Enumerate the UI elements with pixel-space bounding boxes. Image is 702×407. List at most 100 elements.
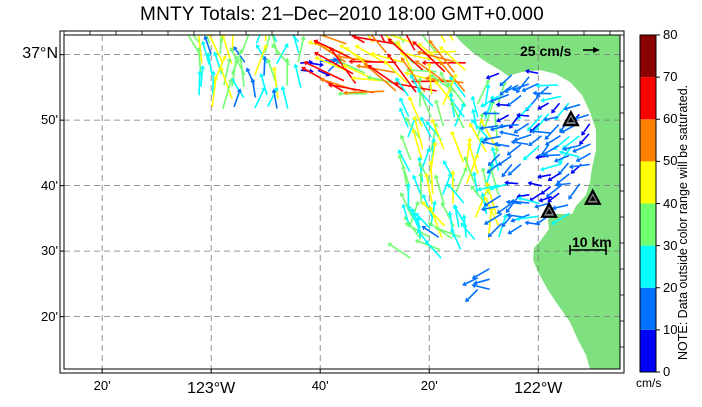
current-vector (409, 99, 423, 128)
current-vector-head (540, 190, 546, 195)
current-vector (483, 124, 499, 129)
current-vector (451, 134, 465, 163)
current-vector-head (417, 229, 422, 234)
current-vector (473, 175, 479, 196)
current-vector-head (265, 8, 270, 12)
colorbar-tick-label: 20 (663, 279, 678, 295)
current-vector (486, 185, 498, 215)
current-vector-head (466, 137, 473, 142)
current-vector (442, 175, 451, 195)
current-vector-head (259, 72, 265, 78)
current-vector-head (474, 153, 479, 158)
current-vector (528, 222, 541, 226)
current-vector (252, 81, 257, 98)
current-vector (557, 154, 570, 161)
current-vector (547, 135, 561, 144)
current-vector (370, 35, 387, 54)
current-vector-head (416, 50, 422, 56)
current-vector (466, 156, 478, 184)
current-vector (403, 52, 434, 61)
current-vector-head (405, 182, 412, 187)
current-vector-head (435, 11, 439, 16)
current-vector-head (319, 77, 325, 83)
colorbar-tick-label: 70 (663, 69, 678, 85)
current-vector (366, 64, 397, 92)
current-vector-head (467, 141, 473, 147)
current-vector-head (198, 13, 203, 18)
current-vector-head (266, 58, 272, 64)
current-vector-head (505, 199, 511, 205)
current-vector (400, 100, 410, 117)
colorbar-tick-label: 40 (663, 195, 678, 211)
current-vector (428, 65, 433, 95)
current-vector (441, 48, 466, 71)
current-vector (292, 35, 300, 54)
current-vector-head (182, 26, 186, 31)
current-vector-head (568, 164, 574, 170)
current-vector (578, 152, 592, 161)
current-vector-head (337, 91, 342, 97)
current-vector (340, 61, 366, 74)
current-vector-head (396, 40, 401, 45)
current-vector-head (238, 49, 243, 54)
current-vector-head (462, 281, 467, 287)
current-vector-head (428, 39, 434, 45)
current-vector (401, 137, 412, 161)
current-vector-head (418, 162, 423, 167)
current-vector-head (551, 220, 557, 225)
current-vector-head (486, 168, 492, 174)
current-vector (370, 66, 406, 93)
current-vector (462, 225, 476, 240)
current-vector-head (510, 139, 515, 145)
current-vector-head (424, 172, 430, 178)
current-vector-head (412, 115, 418, 121)
current-vector-head (535, 154, 540, 160)
current-vector (191, 35, 200, 44)
colorbar-tick-label: 60 (663, 111, 678, 127)
current-vector-head (262, 44, 268, 49)
current-vector-head (210, 70, 216, 75)
current-vector-head (547, 176, 553, 182)
station-marker-core (567, 117, 574, 123)
current-vector-head (517, 196, 522, 202)
current-vector (264, 35, 267, 42)
colorbar-tick-label: 0 (663, 364, 671, 379)
current-vector-head (516, 112, 521, 118)
current-vector-head (226, 17, 231, 22)
current-vector-head (319, 62, 324, 68)
current-vector-head (400, 57, 406, 62)
current-vector (543, 185, 552, 193)
current-vector-head (280, 85, 286, 91)
current-vector (519, 103, 532, 118)
current-vector (187, 35, 200, 54)
current-vector-head (505, 208, 511, 213)
current-vector-head (404, 71, 409, 77)
current-vector (534, 130, 551, 134)
current-vector-head (530, 128, 535, 135)
current-vector-head (415, 216, 421, 221)
current-vector (220, 69, 233, 100)
distance-scale-bar (569, 245, 607, 255)
graticule (64, 35, 620, 369)
current-vector-head (229, 47, 235, 53)
current-vector (553, 102, 561, 111)
current-vector-head (544, 135, 550, 140)
colorbar (639, 34, 660, 373)
current-vector-head (532, 90, 537, 96)
current-vector (451, 101, 465, 118)
current-vector-head (465, 297, 470, 303)
current-vector-head (452, 204, 458, 209)
current-vector (373, 53, 404, 64)
current-vector-head (560, 128, 566, 134)
current-vector (407, 119, 416, 138)
current-vector (451, 231, 462, 250)
current-vector-head (397, 149, 403, 155)
current-vector (559, 162, 570, 173)
current-vector-head (417, 156, 423, 161)
current-vector-head (447, 211, 453, 216)
current-vector (409, 69, 437, 73)
current-vector (497, 217, 506, 238)
current-vector (544, 95, 562, 101)
current-vector (489, 222, 503, 236)
current-vector-head (490, 146, 496, 151)
